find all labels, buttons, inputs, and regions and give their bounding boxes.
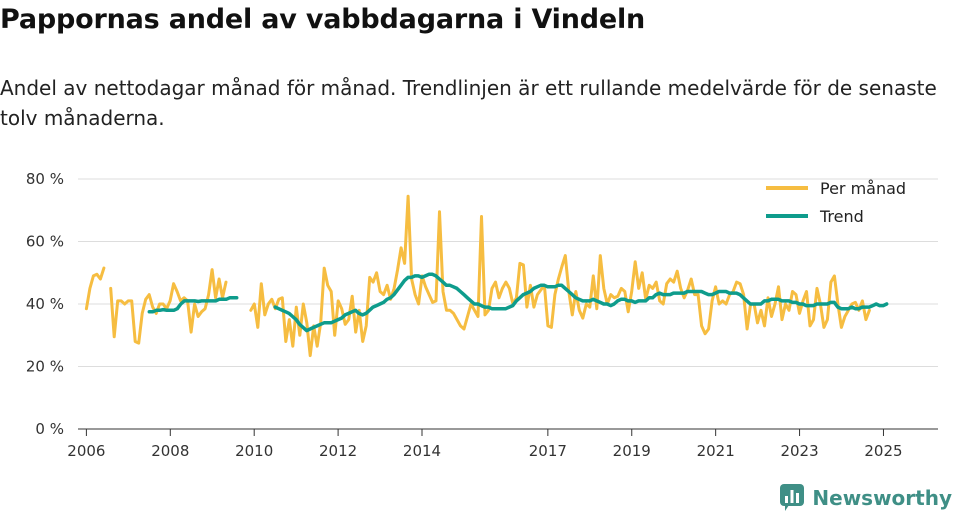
- y-tick-label: 60 %: [26, 233, 64, 251]
- x-tick-label: 2017: [529, 442, 567, 460]
- x-tick-label: 2006: [67, 442, 105, 460]
- brand-name: Newsworthy: [812, 486, 952, 510]
- line-chart: 0 % 20 % 40 % 60 % 80 % 2006 2008 2010 2012 2014…: [26, 170, 938, 460]
- y-axis-ticks: 0 % 20 % 40 % 60 % 80 %: [26, 170, 64, 438]
- x-tick-label: 2014: [403, 442, 441, 460]
- x-tick-label: 2012: [319, 442, 357, 460]
- series-per-manad-line: [84, 266, 106, 311]
- legend: Per månad Trend: [766, 179, 906, 226]
- x-tick-label: 2019: [613, 442, 651, 460]
- x-tick-label: 2023: [780, 442, 818, 460]
- y-tick-label: 20 %: [26, 358, 64, 376]
- y-tick-label: 40 %: [26, 295, 64, 313]
- brand: Newsworthy: [780, 484, 952, 512]
- x-axis-ticks: 2006 2008 2010 2012 2014 2017 2019 2021 2023 2025: [67, 429, 903, 460]
- series-trend-line: [147, 296, 239, 314]
- x-tick-label: 2008: [151, 442, 189, 460]
- newsworthy-logo-icon: [780, 484, 805, 511]
- x-tick-label: 2025: [864, 442, 902, 460]
- series-trend-line: [273, 272, 889, 333]
- legend-label-trend: Trend: [819, 207, 864, 226]
- series: [84, 194, 889, 358]
- series-per-manad-line: [109, 268, 228, 345]
- x-tick-label: 2010: [235, 442, 273, 460]
- x-tick-label: 2021: [697, 442, 735, 460]
- y-tick-label: 80 %: [26, 170, 64, 188]
- y-tick-label: 0 %: [35, 420, 64, 438]
- series-per-manad-line: [249, 194, 871, 358]
- chart-subtitle: Andel av nettodagar månad för månad. Tre…: [0, 76, 937, 130]
- gridlines: [78, 178, 938, 367]
- chart-title: Pappornas andel av vabbdagarna i Vindeln: [0, 4, 646, 35]
- legend-label-per-manad: Per månad: [820, 179, 906, 198]
